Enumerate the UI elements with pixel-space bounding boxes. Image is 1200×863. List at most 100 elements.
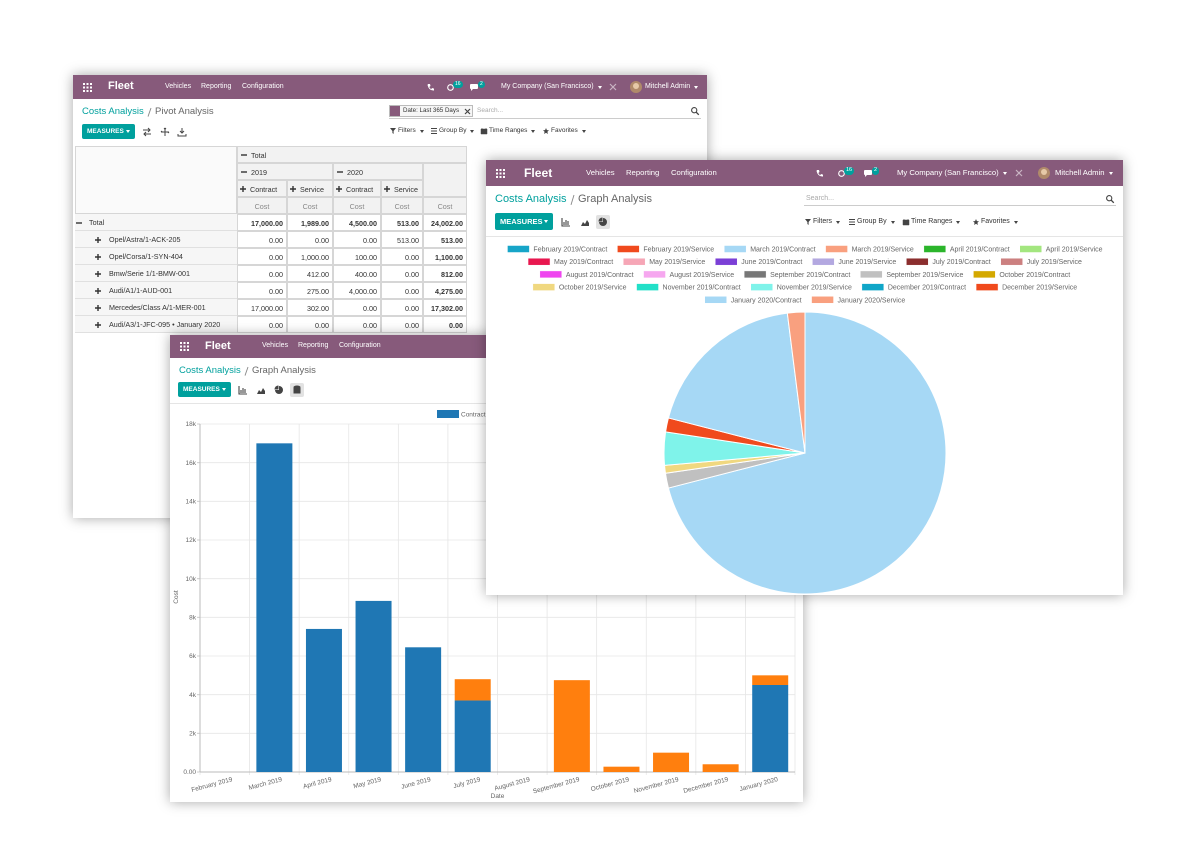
legend-swatch[interactable] xyxy=(923,245,947,253)
expand-icon[interactable] xyxy=(336,185,342,192)
app-name[interactable]: Fleet xyxy=(205,339,231,352)
view-switch[interactable] xyxy=(559,215,573,229)
breadcrumb-parent[interactable]: Costs Analysis xyxy=(179,365,241,377)
legend-swatch[interactable] xyxy=(507,245,530,253)
filter-menu[interactable]: Favorites xyxy=(981,217,1010,225)
legend-label[interactable]: January 2020/Service xyxy=(838,297,906,304)
legend-label[interactable]: October 2019/Service xyxy=(559,285,627,292)
menu-item[interactable]: Vehicles xyxy=(165,82,192,90)
apps-icon[interactable] xyxy=(180,342,189,351)
legend-label[interactable]: December 2019/Service xyxy=(1002,285,1077,292)
legend-label[interactable]: May 2019/Service xyxy=(649,259,705,266)
filter-menu[interactable]: Filters xyxy=(398,127,416,135)
search-facet[interactable]: Date: Last 365 Days xyxy=(389,105,473,117)
app-name[interactable]: Fleet xyxy=(108,80,134,93)
view-switch[interactable] xyxy=(254,383,268,397)
expand-icon[interactable] xyxy=(95,304,101,311)
company-switcher[interactable]: My Company (San Francisco) xyxy=(501,82,594,90)
legend-swatch[interactable] xyxy=(723,245,747,253)
legend-swatch[interactable] xyxy=(714,257,738,266)
filter-menu[interactable]: Filters xyxy=(813,217,833,225)
legend-label[interactable]: May 2019/Contract xyxy=(554,259,613,266)
filter-menu[interactable]: Group By xyxy=(857,217,887,225)
pivot-row-header[interactable]: Bmw/Serie 1/1-BMW-001 xyxy=(75,265,237,282)
legend-swatch[interactable] xyxy=(973,270,996,279)
avatar[interactable] xyxy=(630,81,642,93)
menu-item[interactable]: Vehicles xyxy=(262,342,289,350)
legend-swatch[interactable] xyxy=(860,270,883,279)
menu-item[interactable]: Reporting xyxy=(298,342,329,350)
app-name[interactable]: Fleet xyxy=(524,165,553,180)
legend-label[interactable]: September 2019/Contract xyxy=(770,272,850,279)
collapse-icon[interactable] xyxy=(241,169,247,175)
legend-swatch[interactable] xyxy=(1000,257,1023,266)
legend-label[interactable]: November 2019/Service xyxy=(777,285,852,292)
search-input[interactable]: Search... xyxy=(806,194,835,202)
legend-swatch[interactable] xyxy=(617,245,640,253)
menu-item[interactable]: Configuration xyxy=(671,168,717,178)
pivot-header[interactable]: Service xyxy=(381,180,423,197)
legend-label[interactable]: February 2019/Contract xyxy=(533,247,607,254)
pivot-header[interactable]: Contract xyxy=(237,180,287,197)
legend-label[interactable]: January 2020/Contract xyxy=(731,297,802,304)
filter-menu[interactable]: Time Ranges xyxy=(911,217,953,225)
legend-swatch[interactable] xyxy=(437,410,459,418)
expand-icon[interactable] xyxy=(95,321,101,328)
expand-icon[interactable] xyxy=(95,270,101,277)
pivot-row-header[interactable]: Opel/Corsa/1-SYN-404 xyxy=(75,248,237,265)
expand-all[interactable] xyxy=(160,127,170,136)
legend-label[interactable]: June 2019/Contract xyxy=(741,259,802,266)
menu-item[interactable]: Configuration xyxy=(242,82,284,90)
close-icon[interactable] xyxy=(1015,169,1023,177)
filter-icon[interactable] xyxy=(902,219,910,226)
collapse-icon[interactable] xyxy=(241,152,247,158)
breadcrumb-parent[interactable]: Costs Analysis xyxy=(495,193,567,206)
legend-swatch[interactable] xyxy=(812,257,835,266)
menu-item[interactable]: Reporting xyxy=(201,82,232,90)
search-input[interactable]: Search... xyxy=(477,107,504,115)
view-switch[interactable] xyxy=(578,215,592,229)
legend-swatch[interactable] xyxy=(861,283,885,291)
legend-label[interactable]: March 2019/Service xyxy=(852,247,914,254)
measures-button[interactable]: MEASURES xyxy=(495,213,553,230)
close-icon[interactable] xyxy=(609,83,617,91)
apps-icon[interactable] xyxy=(496,168,505,178)
close-icon[interactable] xyxy=(464,108,471,114)
legend-swatch[interactable] xyxy=(750,283,774,291)
pivot-row-header[interactable]: Audi/A1/1-AUD-001 xyxy=(75,282,237,299)
legend-swatch[interactable] xyxy=(622,257,646,266)
filter-menu[interactable]: Group By xyxy=(439,127,467,135)
pivot-header[interactable]: Contract xyxy=(333,180,381,197)
apps-icon[interactable] xyxy=(83,82,92,92)
pivot-row-header[interactable]: Total xyxy=(75,214,237,231)
view-switch[interactable] xyxy=(272,383,286,397)
view-switch[interactable] xyxy=(290,383,304,397)
menu-item[interactable]: Reporting xyxy=(626,168,660,178)
view-switch[interactable] xyxy=(236,383,250,397)
legend-swatch[interactable] xyxy=(811,296,834,304)
legend-swatch[interactable] xyxy=(975,283,999,291)
legend-swatch[interactable] xyxy=(825,245,848,253)
search-icon[interactable] xyxy=(691,107,700,116)
download[interactable] xyxy=(177,128,187,137)
menu-item[interactable]: Vehicles xyxy=(586,168,615,178)
pivot-row-header[interactable]: Audi/A3/1-JFC-095 • January 2020 xyxy=(75,316,237,333)
search-icon[interactable] xyxy=(1106,195,1115,204)
legend-swatch[interactable] xyxy=(643,270,666,279)
legend-swatch[interactable] xyxy=(1019,245,1043,253)
filter-icon[interactable] xyxy=(431,128,437,134)
legend-label[interactable]: December 2019/Contract xyxy=(888,285,966,292)
company-switcher[interactable]: My Company (San Francisco) xyxy=(897,168,999,178)
pivot-header[interactable]: 2019 xyxy=(237,163,333,180)
expand-icon[interactable] xyxy=(290,185,296,192)
legend-label[interactable]: November 2019/Contract xyxy=(663,285,741,292)
legend-label[interactable]: October 2019/Contract xyxy=(999,272,1070,279)
legend-label[interactable]: September 2019/Service xyxy=(886,272,963,279)
phone-icon[interactable] xyxy=(816,169,823,177)
filter-menu[interactable]: Favorites xyxy=(551,127,578,135)
legend-swatch[interactable] xyxy=(539,270,563,279)
messages-icon[interactable] xyxy=(864,169,872,177)
legend-label[interactable]: August 2019/Contract xyxy=(566,272,634,279)
flip-axis[interactable] xyxy=(143,127,151,137)
filter-icon[interactable] xyxy=(480,128,488,135)
